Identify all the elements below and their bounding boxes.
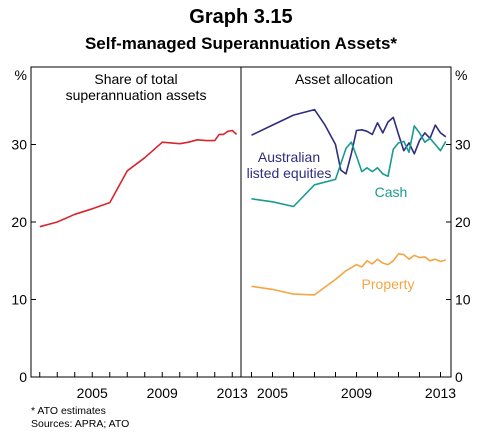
x-tick-label: 2009 <box>147 385 178 401</box>
footnote-note: * ATO estimates <box>31 405 106 417</box>
y-tick-label-left: 20 <box>11 214 27 230</box>
x-tick-label: 2013 <box>425 385 456 401</box>
right-panel: 2005 2009 2013 Asset allocation Australianli… <box>247 71 457 401</box>
chart-title: Graph 3.15 <box>189 6 293 28</box>
chart-subtitle: Self-managed Superannuation Assets* <box>84 34 398 53</box>
series-line <box>251 125 447 208</box>
y-unit-right: % <box>455 67 467 83</box>
series-label: Property <box>362 276 415 292</box>
y-tick-label-right: 0 <box>455 369 463 385</box>
series-line <box>251 108 447 175</box>
series-label: listed equities <box>247 165 332 181</box>
axis-ticks: 0 0 10 10 20 20 30 30%% <box>11 67 470 385</box>
panel-title-line: superannuation assets <box>66 87 207 103</box>
left-panel: 2005 2009 2013 Share of totalsuperannuation… <box>39 71 248 401</box>
x-tick-label: 2005 <box>77 385 108 401</box>
y-tick-label-right: 10 <box>455 292 471 308</box>
y-unit-left: % <box>15 67 27 83</box>
x-tick-label: 2013 <box>217 385 248 401</box>
y-tick-label-left: 0 <box>19 369 27 385</box>
series-label: Cash <box>375 184 408 200</box>
y-tick-label-left: 30 <box>11 137 27 153</box>
chart-frame <box>30 66 452 378</box>
x-tick-label: 2009 <box>341 385 372 401</box>
y-tick-label-left: 10 <box>11 292 27 308</box>
panel-title-line: Asset allocation <box>295 71 393 87</box>
x-tick-label: 2005 <box>257 385 288 401</box>
footnote-sources: Sources: APRA; ATO <box>31 418 130 430</box>
series-line <box>39 129 238 228</box>
y-tick-label-right: 30 <box>455 137 471 153</box>
y-tick-label-right: 20 <box>455 214 471 230</box>
series-line <box>251 253 447 296</box>
series-label: Australian <box>258 149 320 165</box>
panel-title-line: Share of total <box>94 71 177 87</box>
